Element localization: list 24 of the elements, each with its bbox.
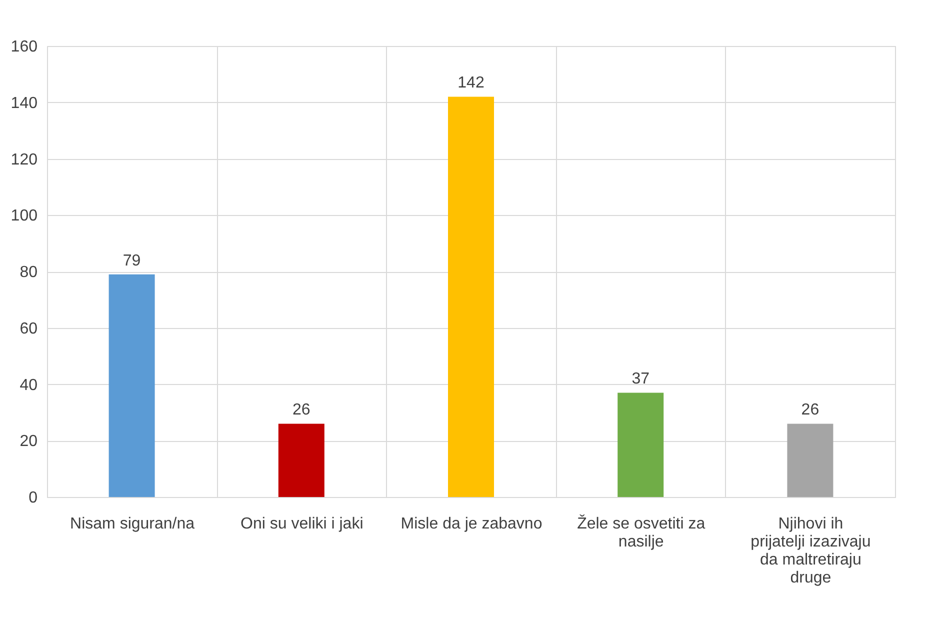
- y-tick-label: 100: [10, 208, 38, 225]
- data-label: 26: [801, 402, 820, 419]
- y-tick-label: 140: [10, 94, 38, 112]
- y-tick-label: 120: [10, 151, 38, 168]
- data-label: 26: [292, 402, 310, 419]
- data-label: 79: [122, 252, 141, 270]
- bar: [618, 392, 664, 497]
- data-label: 142: [458, 74, 484, 92]
- y-tick-label: 0: [28, 490, 38, 506]
- x-tick-label: Žele se osvetiti za nasilje: [577, 514, 706, 550]
- bar: [448, 96, 494, 497]
- bar: [787, 424, 834, 497]
- y-tick-label: 60: [20, 320, 38, 338]
- bar: [278, 424, 324, 497]
- y-tick-label: 160: [10, 38, 38, 56]
- bar: [108, 274, 155, 497]
- data-label: 37: [632, 370, 650, 388]
- x-tick-label: Njihovi ih prijatelji izazivaju da maltretiraju druge: [750, 516, 871, 586]
- x-tick-label: Misle da je zabavno: [400, 516, 542, 532]
- y-tick-label: 20: [20, 433, 38, 450]
- x-tick-label: Nisam siguran/na: [70, 516, 195, 532]
- y-tick-label: 80: [20, 264, 38, 281]
- x-tick-label: Oni su veliki i jaki: [240, 516, 364, 532]
- y-tick-label: 40: [20, 376, 38, 394]
